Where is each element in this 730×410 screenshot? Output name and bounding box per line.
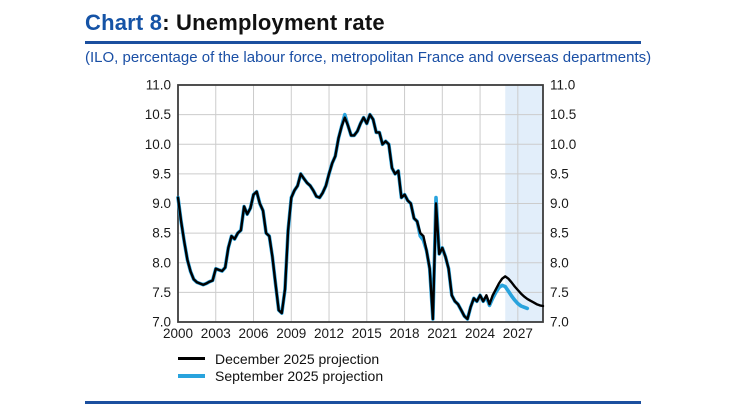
y-axis-label-right: 10.0 (550, 137, 576, 152)
y-axis-label-left: 10.0 (145, 137, 171, 152)
december-projection-line (176, 113, 545, 321)
chart-legend: December 2025 projection September 2025 … (178, 350, 383, 384)
y-axis-label-left: 9.0 (152, 196, 171, 211)
x-axis-label: 2027 (503, 326, 533, 341)
title-divider-rule (85, 41, 641, 44)
x-axis-label: 2024 (465, 326, 496, 341)
x-axis-label: 2009 (276, 326, 306, 341)
chart-subtitle: (ILO, percentage of the labour force, me… (85, 49, 652, 66)
x-axis-label: 2018 (390, 326, 420, 341)
december-line-swatch (178, 357, 205, 360)
chart-title: Chart 8: Unemployment rate (85, 10, 385, 36)
y-axis-label-left: 9.5 (152, 166, 171, 181)
y-axis-label-right: 11.0 (550, 78, 575, 93)
x-axis-label: 2021 (427, 326, 457, 341)
legend-label-september: September 2025 projection (215, 367, 384, 384)
september-projection-line (176, 112, 530, 321)
y-axis-label-right: 7.5 (550, 285, 569, 300)
x-axis-label: 2015 (352, 326, 382, 341)
chart-title-text: : Unemployment rate (162, 10, 385, 35)
y-axis-label-left: 7.5 (152, 285, 171, 300)
y-axis-label-left: 7.0 (152, 315, 171, 330)
y-axis-label-right: 8.0 (550, 255, 569, 270)
y-axis-label-left: 11.0 (146, 78, 171, 93)
y-axis-label-left: 10.5 (145, 107, 171, 122)
legend-item-december: December 2025 projection (178, 350, 383, 367)
y-axis-label-right: 10.5 (550, 107, 576, 122)
x-axis-label: 2006 (238, 326, 268, 341)
x-axis-label: 2012 (314, 326, 344, 341)
x-axis-label: 2000 (163, 326, 193, 341)
legend-item-september: September 2025 projection (178, 367, 383, 384)
y-axis-label-right: 7.0 (550, 315, 569, 330)
x-axis-label: 2003 (201, 326, 231, 341)
y-axis-label-left: 8.0 (152, 255, 171, 270)
footer-rule (85, 401, 641, 404)
y-axis-label-right: 9.5 (550, 166, 569, 181)
y-axis-label-right: 8.5 (550, 226, 569, 241)
y-axis-label-right: 9.0 (550, 196, 569, 211)
chart-number: Chart 8 (85, 10, 163, 35)
september-line-swatch (178, 373, 205, 378)
legend-label-december: December 2025 projection (215, 350, 380, 367)
y-axis-label-left: 8.5 (152, 226, 171, 241)
